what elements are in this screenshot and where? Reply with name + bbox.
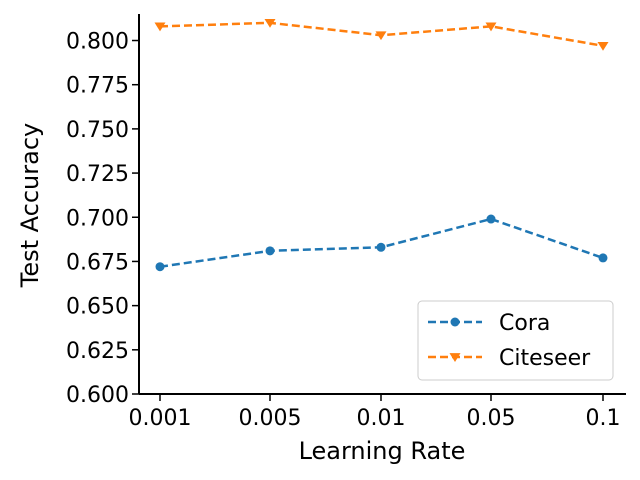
legend-label-cora: Cora: [499, 311, 550, 336]
series-cora: [155, 214, 608, 272]
series-citeseer: [154, 18, 609, 51]
x-tick-label: 0.01: [357, 406, 406, 431]
legend-marker-cora: [450, 317, 460, 327]
data-point-cora: [598, 253, 608, 263]
y-ticks: 0.600 0.625 0.650 0.675 0.700 0.725 0.750 0.775…: [66, 30, 139, 408]
y-tick-label: 0.650: [66, 295, 129, 320]
y-tick-label: 0.675: [66, 250, 129, 275]
x-tick-label: 0.1: [586, 406, 621, 431]
x-axis-label: Learning Rate: [299, 437, 466, 465]
legend-marker-citeseer: [449, 353, 461, 362]
plot-area: [154, 18, 609, 272]
data-point-citeseer: [597, 41, 609, 51]
x-tick-label: 0.005: [239, 406, 302, 431]
y-tick-label: 0.800: [66, 30, 129, 55]
data-point-citeseer: [485, 22, 497, 32]
x-ticks: 0.001 0.005 0.01 0.05 0.1: [129, 394, 621, 431]
y-tick-label: 0.600: [66, 383, 129, 408]
data-point-citeseer: [375, 31, 387, 41]
data-point-citeseer: [154, 22, 166, 32]
y-tick-label: 0.725: [66, 162, 129, 187]
data-point-cora: [486, 214, 496, 224]
x-tick-label: 0.001: [129, 406, 192, 431]
data-point-cora: [155, 262, 165, 272]
axes: [138, 14, 626, 395]
y-tick-label: 0.750: [66, 118, 129, 143]
data-point-cora: [376, 242, 386, 252]
x-tick-label: 0.05: [467, 406, 516, 431]
legend: Cora Citeseer: [417, 300, 614, 381]
y-axis-label: Test Accuracy: [16, 123, 44, 288]
data-point-cora: [265, 246, 275, 256]
y-tick-label: 0.700: [66, 206, 129, 231]
y-tick-label: 0.625: [66, 339, 129, 364]
legend-label-citeseer: Citeseer: [499, 346, 591, 371]
data-point-citeseer: [264, 18, 276, 28]
y-tick-label: 0.775: [66, 74, 129, 99]
